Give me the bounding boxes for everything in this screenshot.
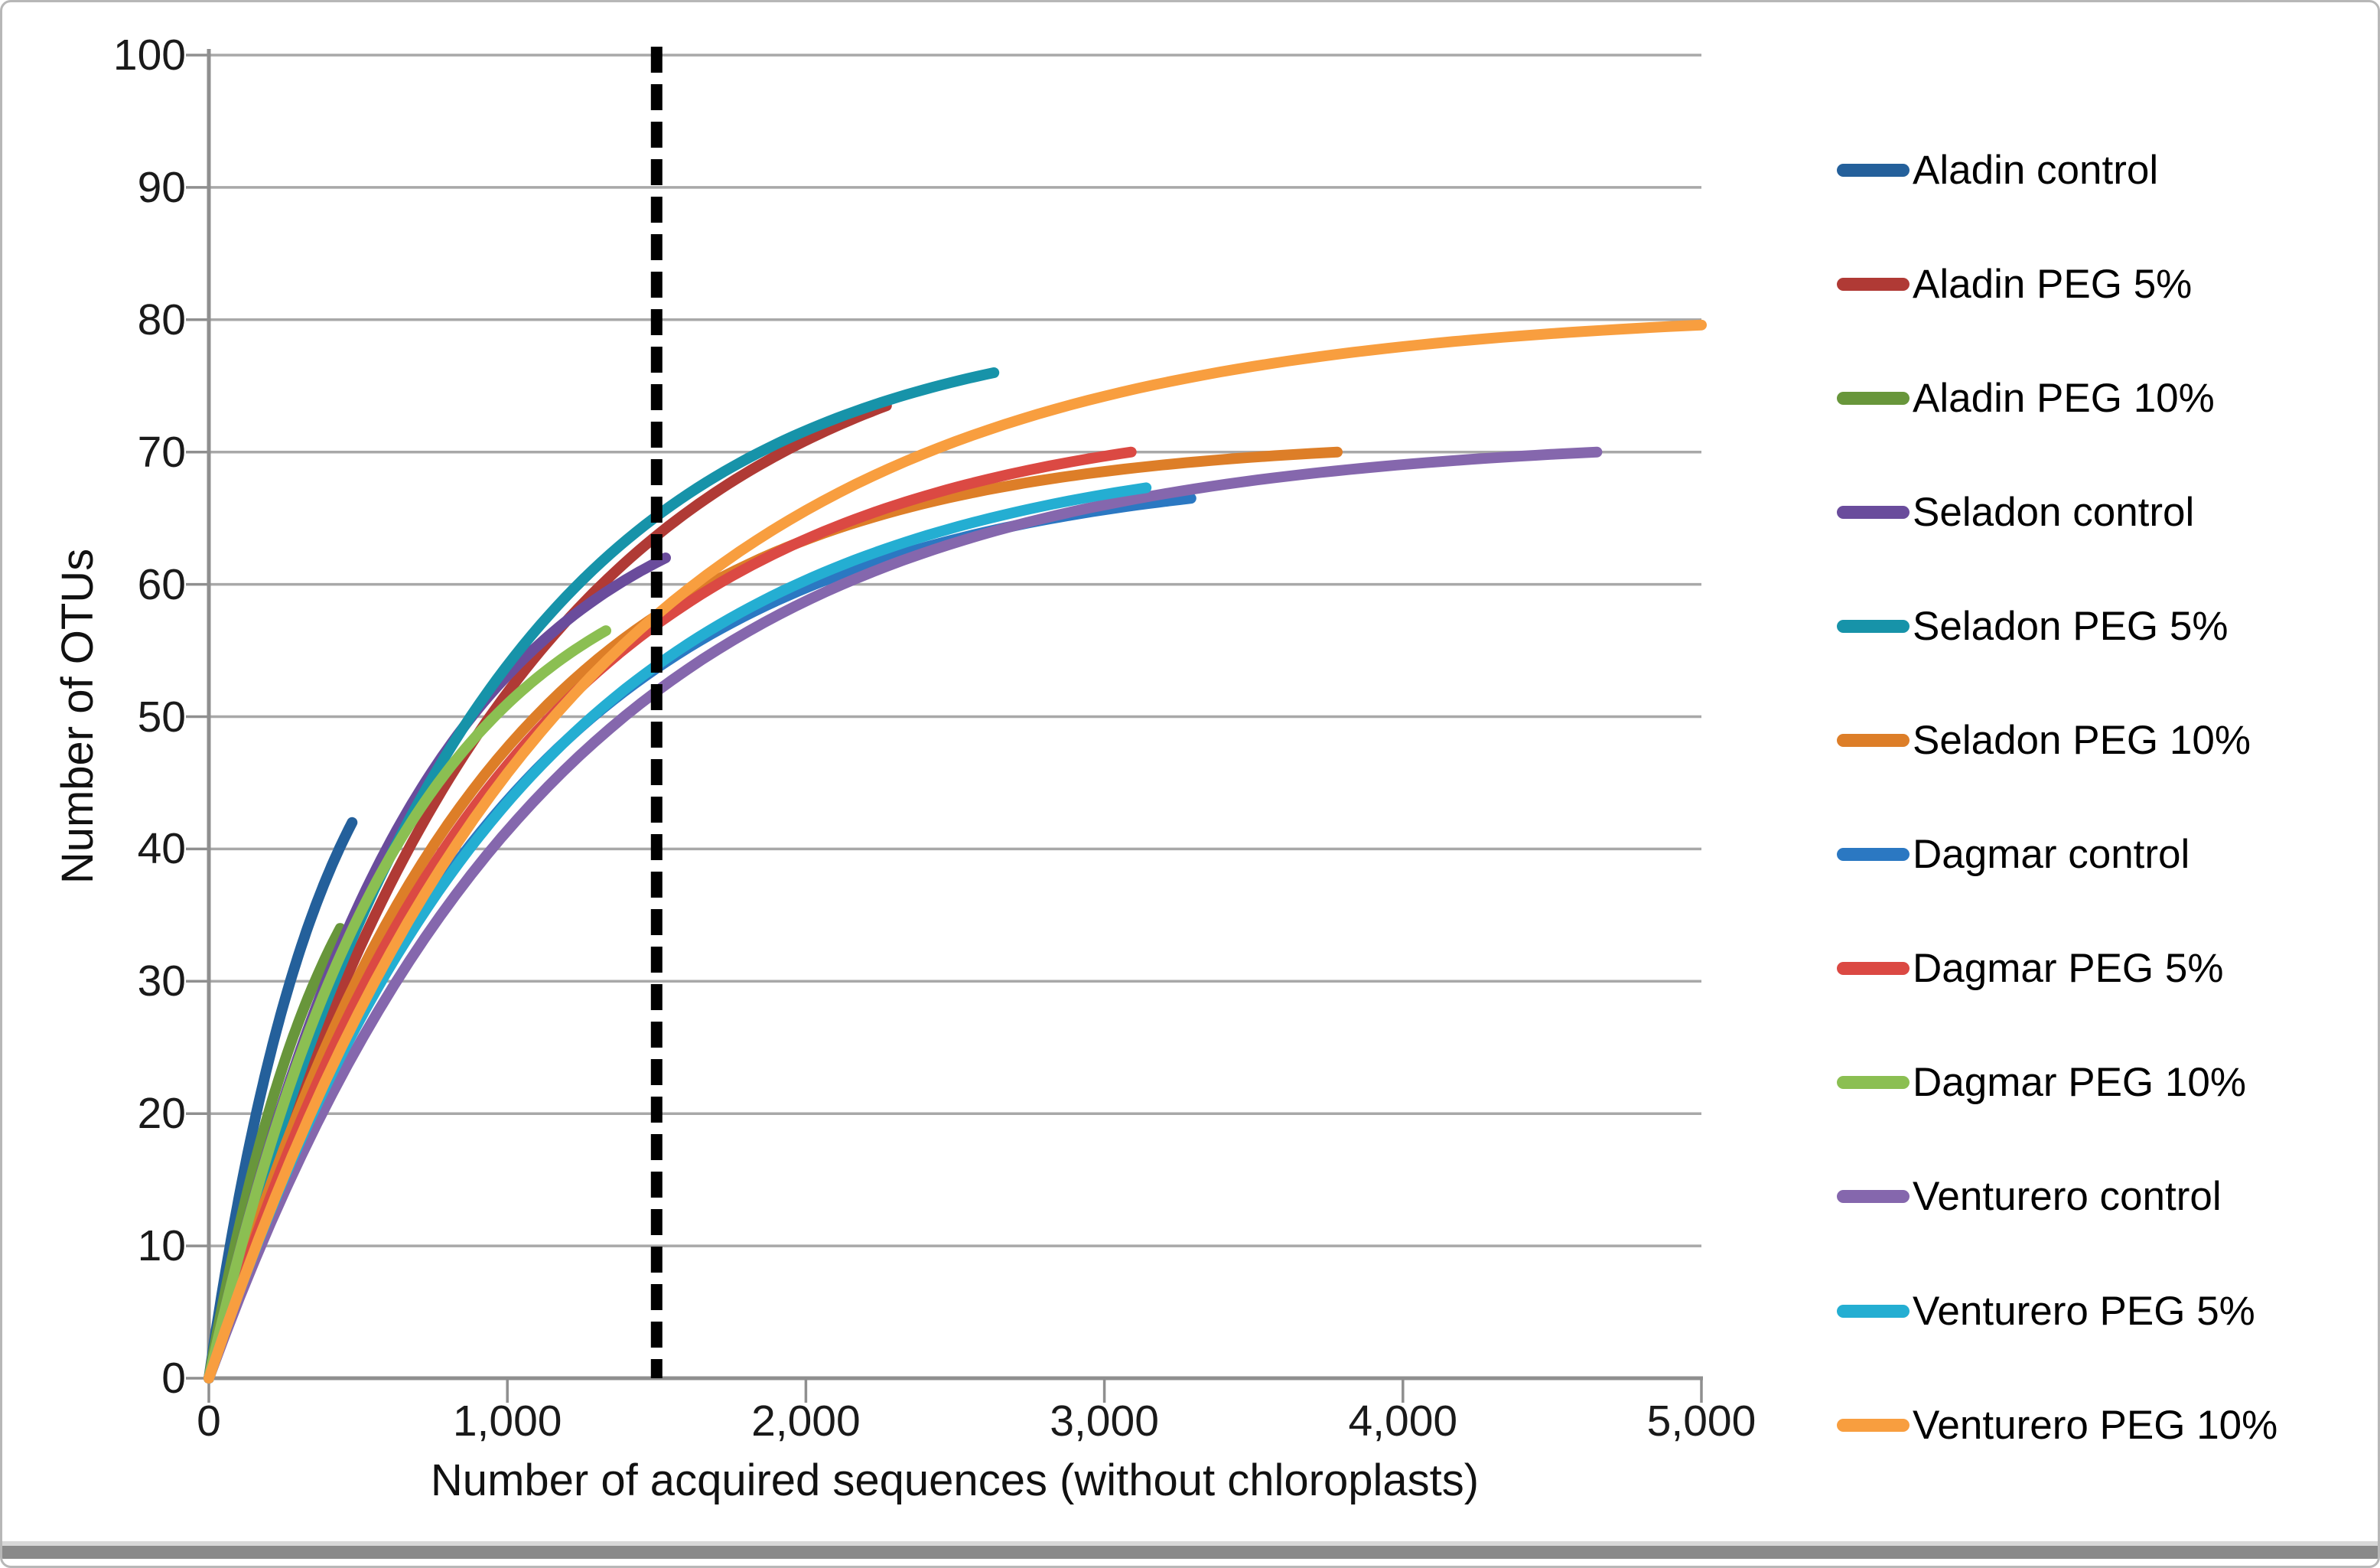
x-tick-label-1000: 1,000 — [452, 1397, 562, 1446]
bottom-divider-light — [2, 1541, 2378, 1546]
legend-swatch-dagmar-control — [1837, 848, 1910, 862]
legend-swatch-seladon-control — [1837, 505, 1910, 519]
x-tick-label-5000: 5,000 — [1646, 1397, 1757, 1446]
legend-label-seladon-peg-5-: Seladon PEG 5% — [1913, 603, 2229, 649]
legend-item-dagmar-peg-10-: Dagmar PEG 10% — [1837, 1058, 2246, 1107]
legend-item-dagmar-peg-5-: Dagmar PEG 5% — [1837, 944, 2223, 993]
legend-label-venturero-peg-5-: Venturero PEG 5% — [1913, 1288, 2255, 1334]
series-curve-dagmar-peg-10- — [203, 625, 611, 1384]
legend-swatch-aladin-control — [1837, 163, 1910, 177]
y-tick-label-20: 20 — [137, 1089, 186, 1139]
legend-label-seladon-control: Seladon control — [1913, 489, 2195, 535]
legend-label-aladin-peg-10-: Aladin PEG 10% — [1913, 375, 2215, 421]
legend-swatch-venturero-peg-10- — [1837, 1418, 1910, 1432]
legend-item-aladin-peg-10-: Aladin PEG 10% — [1837, 373, 2215, 422]
y-tick-label-80: 80 — [137, 295, 186, 344]
legend-item-venturero-control: Venturero control — [1837, 1172, 2222, 1221]
x-tick-label-0: 0 — [197, 1397, 221, 1446]
y-tick-label-70: 70 — [137, 427, 186, 477]
series-curve-dagmar-peg-5- — [203, 446, 1137, 1384]
legend-swatch-seladon-peg-10- — [1837, 734, 1910, 747]
legend-item-venturero-peg-10-: Venturero PEG 10% — [1837, 1400, 2277, 1449]
legend-item-aladin-peg-5-: Aladin PEG 5% — [1837, 259, 2192, 308]
legend-label-aladin-control: Aladin control — [1913, 147, 2159, 193]
x-tick-label-4000: 4,000 — [1348, 1397, 1458, 1446]
y-tick-label-0: 0 — [161, 1354, 186, 1403]
legend-label-seladon-peg-10-: Seladon PEG 10% — [1913, 718, 2251, 763]
legend-label-aladin-peg-5-: Aladin PEG 5% — [1913, 261, 2193, 307]
series-curve-venturero-peg-10- — [203, 319, 1707, 1384]
legend-label-dagmar-control: Dagmar control — [1913, 832, 2190, 878]
y-tick-label-50: 50 — [137, 692, 186, 742]
y-tick-label-40: 40 — [137, 824, 186, 874]
y-tick-label-10: 10 — [137, 1221, 186, 1271]
legend-item-seladon-control: Seladon control — [1837, 487, 2194, 536]
series-curve-venturero-control — [203, 446, 1603, 1384]
x-tick-label-3000: 3,000 — [1050, 1397, 1159, 1446]
bottom-divider-dark — [2, 1546, 2378, 1559]
legend-swatch-aladin-peg-5- — [1837, 277, 1910, 291]
y-tick-label-90: 90 — [137, 162, 186, 212]
legend-swatch-venturero-peg-5- — [1837, 1304, 1910, 1318]
legend-label-venturero-control: Venturero control — [1913, 1174, 2222, 1220]
legend-item-seladon-peg-5-: Seladon PEG 5% — [1837, 601, 2228, 650]
legend-swatch-venturero-control — [1837, 1190, 1910, 1204]
legend-swatch-seladon-peg-5- — [1837, 619, 1910, 633]
legend-swatch-dagmar-peg-5- — [1837, 962, 1910, 976]
legend-item-seladon-peg-10-: Seladon PEG 10% — [1837, 716, 2251, 765]
series-curve-seladon-control — [203, 553, 671, 1384]
legend-swatch-aladin-peg-10- — [1837, 391, 1910, 405]
legend-swatch-dagmar-peg-10- — [1837, 1076, 1910, 1090]
legend-label-venturero-peg-10-: Venturero PEG 10% — [1913, 1402, 2278, 1448]
legend-item-venturero-peg-5-: Venturero PEG 5% — [1837, 1286, 2255, 1335]
legend-label-dagmar-peg-5-: Dagmar PEG 5% — [1913, 946, 2224, 992]
series-curve-aladin-control — [203, 817, 358, 1384]
legend-item-aladin-control: Aladin control — [1837, 145, 2158, 194]
y-tick-label-100: 100 — [112, 31, 186, 80]
x-axis-title: Number of acquired sequences (without ch… — [430, 1456, 1480, 1505]
legend-label-dagmar-peg-10-: Dagmar PEG 10% — [1913, 1060, 2246, 1106]
y-tick-label-30: 30 — [137, 957, 186, 1006]
y-tick-label-60: 60 — [137, 559, 186, 609]
legend-item-dagmar-control: Dagmar control — [1837, 830, 2190, 879]
x-tick-label-2000: 2,000 — [751, 1397, 861, 1446]
